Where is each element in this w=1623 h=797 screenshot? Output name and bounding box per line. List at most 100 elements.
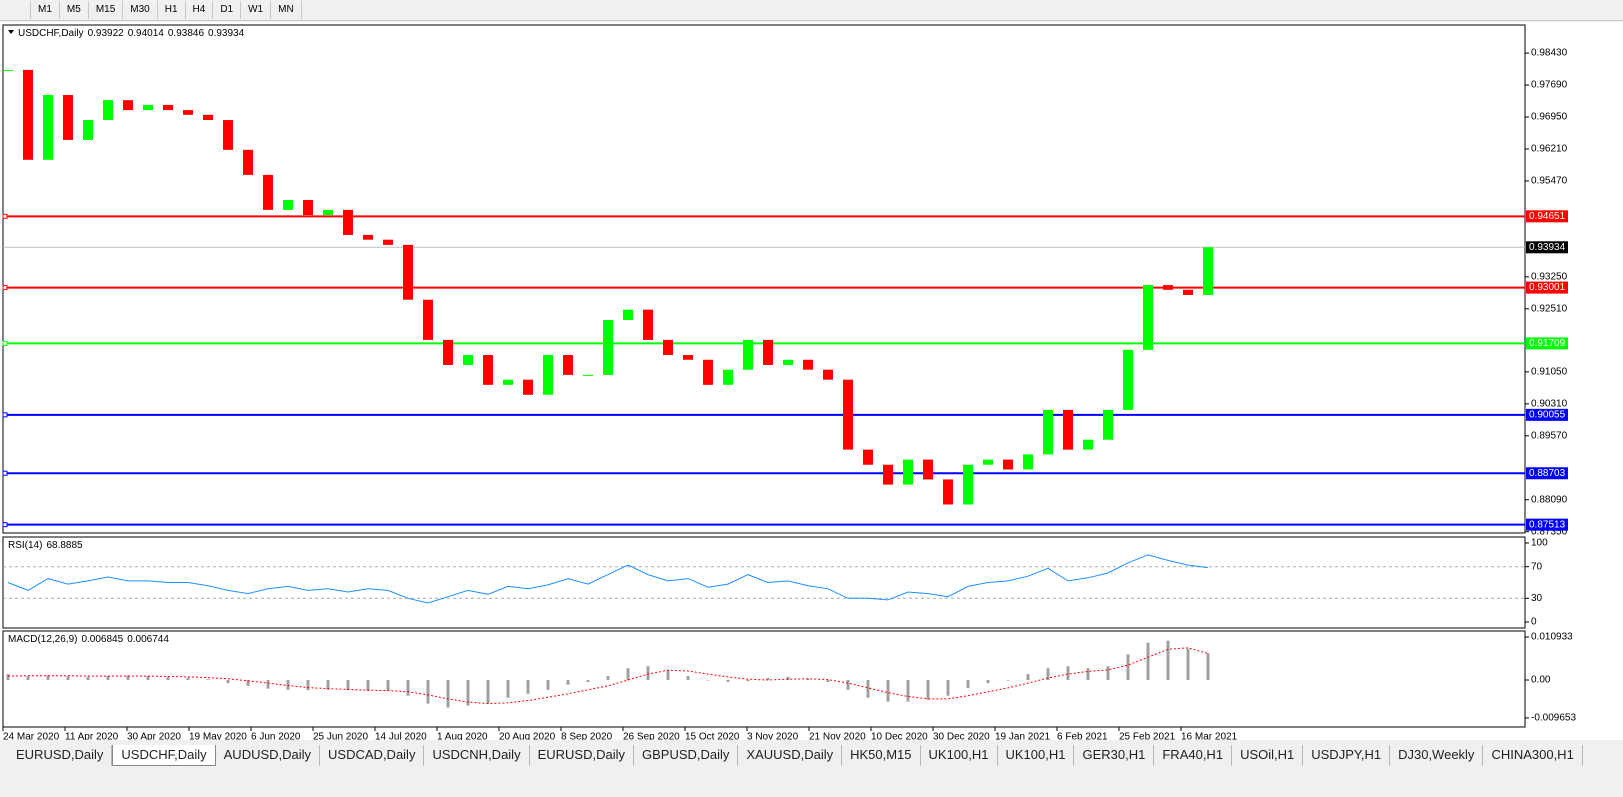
x-tick-label: 11 Apr 2020 <box>65 732 119 740</box>
chart-tabs: EURUSD,Daily USDCHF,Daily AUDUSD,Daily USDC… <box>8 745 1583 766</box>
chart-tab[interactable]: DJ30,Weekly <box>1390 745 1484 766</box>
chart-tab[interactable]: AUDUSD,Daily <box>215 745 321 766</box>
toolbar-icon[interactable] <box>0 1 31 19</box>
timeframe-button[interactable]: M5 <box>60 1 89 19</box>
timeframe-button[interactable]: M1 <box>31 1 60 19</box>
chart-tab[interactable]: GBPUSD,Daily <box>633 745 739 766</box>
candle-body <box>1023 454 1033 470</box>
candle-body <box>303 199 313 216</box>
chart-tab[interactable]: CHINA300,H1 <box>1483 745 1583 766</box>
level-label: 0.93001 <box>1529 282 1566 293</box>
candle-body <box>1143 285 1153 350</box>
timeframe-toolbar: M1 M5 M15 M30 H1 H4 D1 W1 MN <box>0 0 1623 21</box>
chart-tab[interactable]: FRA40,H1 <box>1154 745 1233 766</box>
level-handle <box>2 285 8 291</box>
candle-body <box>183 110 193 115</box>
macd-bar <box>1026 674 1030 681</box>
candle-body <box>483 355 493 385</box>
candle-body <box>863 449 873 465</box>
macd-bar <box>626 668 630 681</box>
rsi-line <box>7 554 1209 604</box>
macd-bar <box>706 680 710 681</box>
macd-bar <box>906 680 910 702</box>
candle-body <box>703 359 713 385</box>
macd-bar <box>886 680 890 702</box>
y-tick-label: 0.98430 <box>1531 48 1568 59</box>
panel-frame <box>2 24 1526 534</box>
chart-tab[interactable]: UK100,H1 <box>997 745 1075 766</box>
timeframe-button[interactable]: H4 <box>186 1 214 19</box>
macd-bar <box>946 680 950 696</box>
macd-bar <box>206 679 210 681</box>
timeframe-button[interactable]: M30 <box>123 1 158 19</box>
level-label: 0.91709 <box>1529 338 1566 349</box>
level-handle <box>2 213 8 219</box>
chart-tab[interactable]: XAUUSD,Daily <box>738 745 843 766</box>
y-tick-label: 0.93250 <box>1531 271 1568 282</box>
candle-body <box>3 69 13 71</box>
chart-tab[interactable]: EURUSD,Daily <box>529 745 634 766</box>
candle-body <box>543 355 553 395</box>
y-tick-label: 0.92510 <box>1531 303 1568 314</box>
candle-body <box>1163 285 1173 290</box>
panel-frame <box>2 536 1526 629</box>
y-tick-label: 0.00 <box>1531 675 1551 686</box>
timeframe-button[interactable]: M15 <box>89 1 124 19</box>
chart-tab[interactable]: USDCAD,Daily <box>320 745 425 766</box>
candle-body <box>243 149 253 175</box>
macd-bar <box>26 676 30 681</box>
timeframe-button[interactable]: MN <box>271 1 302 19</box>
timeframe-button[interactable]: D1 <box>213 1 242 19</box>
level-handle <box>2 522 8 528</box>
macd-bar <box>726 680 730 682</box>
candle-body <box>143 104 153 111</box>
x-tick-label: 6 Jun 2020 <box>251 732 301 740</box>
candle-body <box>1083 439 1093 450</box>
macd-bar <box>1006 680 1010 681</box>
chart-tab[interactable]: USOil,H1 <box>1232 745 1304 766</box>
candle-body <box>1063 409 1073 450</box>
timeframe-button[interactable]: W1 <box>241 1 272 19</box>
macd-bar <box>1046 668 1050 681</box>
macd-bar <box>346 680 350 691</box>
candle-body <box>923 459 933 480</box>
chart-tab[interactable]: USDJPY,H1 <box>1303 745 1391 766</box>
macd-bar <box>6 674 10 681</box>
level-label-box <box>1526 518 1568 531</box>
candle-body <box>583 374 593 376</box>
y-tick-label: 0.97690 <box>1531 80 1568 91</box>
macd-bar <box>426 680 430 704</box>
candle-body <box>523 379 533 395</box>
candle-body <box>963 464 973 505</box>
y-tick-label: 70 <box>1531 561 1543 572</box>
macd-bar <box>86 676 90 681</box>
chart-tab[interactable]: UK100,H1 <box>920 745 998 766</box>
macd-bar <box>1126 654 1130 681</box>
level-label-box <box>1526 337 1568 350</box>
header-value: 0.93846 <box>168 28 205 39</box>
indicator-title: RSI(14) <box>8 540 42 551</box>
indicator-header: RSI(14) 68.8885 <box>8 540 83 551</box>
macd-bar <box>826 680 830 682</box>
candle-body <box>23 69 33 160</box>
macd-bar <box>566 680 570 685</box>
current-price-box <box>1526 241 1568 254</box>
chart-tab[interactable]: USDCHF,Daily <box>112 745 216 766</box>
indicator-value: 68.8885 <box>46 540 83 551</box>
macd-bar <box>226 680 230 684</box>
candle-body <box>283 199 293 210</box>
candle-body <box>603 320 613 375</box>
macd-bar <box>666 670 670 681</box>
candle-body <box>883 464 893 485</box>
chart-tab[interactable]: USDCNH,Daily <box>424 745 530 766</box>
x-tick-label: 25 Jun 2020 <box>313 732 368 740</box>
macd-bar <box>266 680 270 689</box>
level-handle <box>2 340 8 346</box>
level-label-box <box>1526 210 1568 223</box>
candle-body <box>403 244 413 300</box>
timeframe-button[interactable]: H1 <box>158 1 186 19</box>
chart-tab[interactable]: HK50,M15 <box>842 745 921 766</box>
chart-tab[interactable]: EURUSD,Daily <box>8 745 113 766</box>
y-tick-label: 0.96210 <box>1531 144 1568 155</box>
chart-tab[interactable]: GER30,H1 <box>1074 745 1155 766</box>
